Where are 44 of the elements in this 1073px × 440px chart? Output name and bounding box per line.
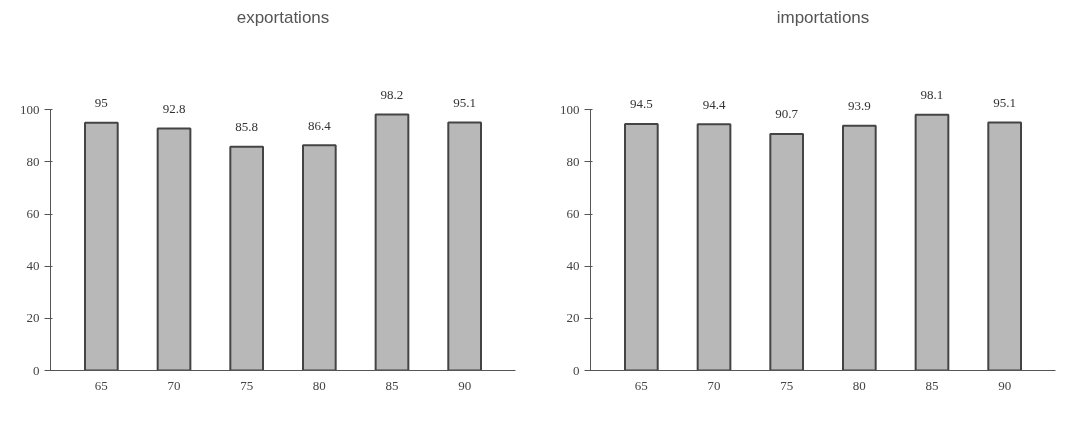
y-tick-label: 100 — [560, 101, 580, 117]
bar — [229, 145, 265, 371]
data-label: 94.4 — [702, 96, 726, 112]
data-label: 92.8 — [162, 100, 186, 116]
x-tick-label: 90 — [998, 377, 1012, 393]
data-label: 90.7 — [775, 106, 799, 122]
y-tick-label: 40 — [26, 258, 40, 274]
bar — [301, 144, 337, 371]
x-tick-label: 65 — [94, 377, 108, 393]
y-tick-label: 100 — [20, 101, 40, 117]
x-tick-label: 85 — [385, 377, 399, 393]
bar — [156, 127, 192, 371]
x-tick-label: 70 — [167, 377, 181, 393]
chart-title: importations — [776, 7, 870, 27]
y-tick-label: 80 — [26, 153, 40, 169]
data-label: 95.1 — [453, 94, 477, 110]
y-tick-label: 0 — [573, 362, 580, 378]
data-label: 98.2 — [380, 86, 404, 102]
y-tick-label: 40 — [566, 258, 580, 274]
y-tick-label: 0 — [33, 362, 40, 378]
bar — [447, 121, 482, 371]
data-label: 94.5 — [629, 96, 653, 112]
y-tick-label: 80 — [566, 153, 580, 169]
x-tick-label: 85 — [925, 377, 939, 393]
x-tick-label: 75 — [780, 377, 794, 393]
x-tick-label: 80 — [312, 377, 326, 393]
data-label: 86.4 — [307, 117, 332, 133]
data-label: 85.8 — [235, 119, 259, 135]
y-tick-label: 20 — [26, 310, 40, 326]
x-tick-label: 70 — [707, 377, 721, 393]
chart-title: exportations — [236, 7, 330, 27]
data-label: 95 — [94, 95, 108, 111]
data-label: 95.1 — [993, 94, 1017, 110]
bar — [374, 113, 410, 371]
x-tick-label: 80 — [852, 377, 866, 393]
data-label: 93.9 — [847, 97, 871, 113]
y-tick-label: 60 — [566, 206, 580, 222]
x-tick-label: 90 — [458, 377, 472, 393]
bar — [84, 121, 119, 371]
x-tick-label: 75 — [240, 377, 254, 393]
x-tick-label: 65 — [634, 377, 648, 393]
y-tick-label: 60 — [26, 206, 40, 222]
y-tick-label: 20 — [566, 310, 580, 326]
data-label: 98.1 — [920, 87, 944, 103]
